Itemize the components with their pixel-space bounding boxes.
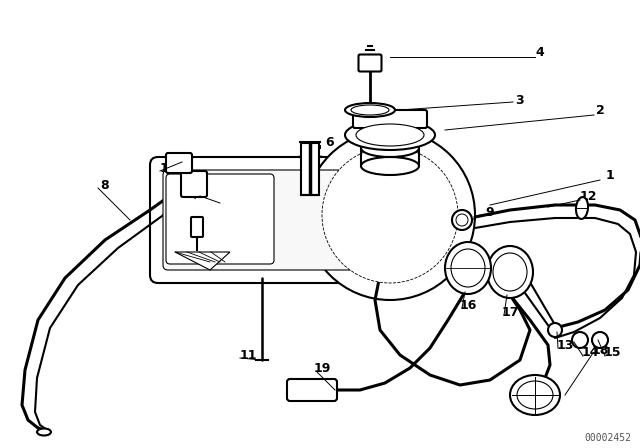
Text: 15: 15 [604, 345, 621, 358]
Polygon shape [165, 175, 250, 280]
Ellipse shape [517, 381, 553, 409]
Text: 16: 16 [460, 298, 477, 311]
Circle shape [548, 323, 562, 337]
Circle shape [452, 210, 472, 230]
FancyBboxPatch shape [163, 170, 393, 270]
Ellipse shape [356, 124, 424, 146]
Ellipse shape [487, 246, 533, 298]
Ellipse shape [510, 375, 560, 415]
FancyBboxPatch shape [301, 143, 319, 195]
FancyBboxPatch shape [358, 55, 381, 72]
Ellipse shape [451, 249, 485, 287]
Ellipse shape [576, 197, 588, 219]
Text: 8: 8 [100, 178, 109, 191]
Ellipse shape [361, 139, 419, 157]
Polygon shape [250, 170, 395, 280]
Ellipse shape [493, 253, 527, 291]
Circle shape [572, 332, 588, 348]
Circle shape [322, 147, 458, 283]
Text: 00002452: 00002452 [584, 433, 632, 443]
Ellipse shape [361, 157, 419, 175]
FancyBboxPatch shape [150, 157, 406, 283]
Text: 2: 2 [596, 103, 604, 116]
Text: 1: 1 [605, 168, 614, 181]
Text: 5: 5 [209, 211, 218, 224]
Polygon shape [165, 155, 390, 185]
Text: 11: 11 [239, 349, 257, 362]
Text: 9: 9 [486, 206, 494, 219]
Text: 7: 7 [226, 194, 234, 207]
Ellipse shape [345, 103, 395, 117]
Text: 14: 14 [581, 345, 599, 358]
Ellipse shape [37, 428, 51, 435]
Text: 10: 10 [159, 161, 177, 175]
FancyBboxPatch shape [166, 153, 192, 173]
Text: 18: 18 [591, 344, 609, 357]
Text: 6: 6 [326, 135, 334, 148]
FancyBboxPatch shape [191, 217, 203, 237]
Circle shape [305, 130, 475, 300]
FancyBboxPatch shape [181, 171, 207, 197]
Text: 12: 12 [579, 190, 596, 202]
Circle shape [592, 332, 608, 348]
Ellipse shape [345, 120, 435, 150]
Ellipse shape [445, 242, 491, 294]
Text: 4: 4 [536, 46, 545, 59]
Text: 3: 3 [516, 94, 524, 107]
Polygon shape [175, 252, 230, 270]
Text: 17: 17 [501, 306, 519, 319]
FancyBboxPatch shape [287, 379, 337, 401]
Ellipse shape [351, 105, 389, 115]
Text: 13: 13 [556, 339, 573, 352]
FancyBboxPatch shape [166, 174, 274, 264]
FancyBboxPatch shape [353, 110, 427, 128]
Text: 19: 19 [314, 362, 331, 375]
Circle shape [456, 214, 468, 226]
